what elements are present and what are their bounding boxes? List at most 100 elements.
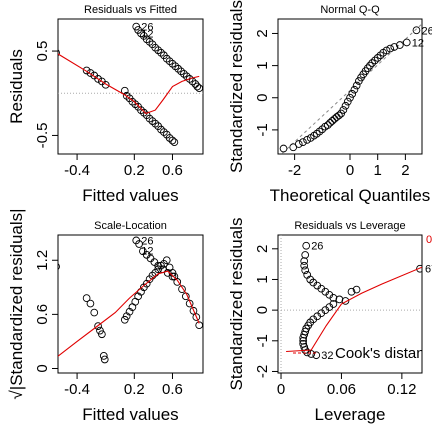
x-tick-label: -0.4	[64, 381, 90, 398]
data-point	[171, 62, 180, 71]
data-point	[162, 54, 171, 63]
data-point	[82, 294, 91, 302]
y-axis-label: √|Standardized residuals|	[7, 208, 26, 399]
point-label: 26	[311, 241, 323, 253]
data-point	[195, 321, 203, 330]
data-point	[120, 86, 129, 95]
data-point	[86, 299, 95, 308]
point-label: 12	[141, 245, 153, 257]
data-point	[137, 29, 145, 38]
data-point	[326, 118, 334, 127]
point-label: 67	[425, 264, 432, 276]
data-point	[148, 117, 157, 125]
data-point	[122, 91, 131, 100]
x-tick-label: 0.2	[124, 381, 145, 398]
x-tick-label: 0.12	[387, 381, 416, 398]
panel-title: Normal Q-Q	[320, 4, 380, 16]
x-tick-label: 0.6	[162, 381, 183, 398]
data-point	[318, 125, 327, 134]
data-point	[299, 138, 307, 146]
data-point	[386, 44, 395, 53]
data-point	[154, 46, 163, 55]
data-point	[371, 56, 379, 65]
data-point	[195, 84, 203, 93]
data-point	[307, 350, 316, 358]
data-point	[58, 263, 60, 270]
y-tick-label: 1	[254, 275, 271, 283]
data-point	[120, 315, 129, 324]
x-tick-label: 2	[401, 162, 409, 179]
data-point	[174, 64, 183, 73]
data-point	[300, 257, 309, 265]
x-tick-label: 0.6	[162, 162, 183, 179]
data-point	[162, 256, 171, 265]
data-point	[329, 294, 338, 302]
data-point	[335, 295, 344, 304]
data-point	[177, 67, 185, 76]
data-point	[131, 100, 140, 109]
point-label: 12	[141, 28, 153, 40]
point-label: 12	[412, 37, 424, 49]
data-point	[191, 80, 200, 88]
data-point	[368, 59, 377, 67]
x-tick-label: 1	[374, 162, 382, 179]
data-point	[363, 64, 372, 73]
data-point	[82, 66, 91, 75]
data-point	[86, 69, 95, 77]
data-point	[402, 38, 411, 47]
data-point	[341, 101, 350, 110]
data-point	[279, 144, 288, 153]
y-tick-label: 0.5	[34, 41, 51, 62]
smoother-line	[58, 53, 200, 115]
data-point	[390, 43, 399, 51]
data-point	[395, 41, 404, 49]
x-tick-label: 0	[277, 381, 285, 398]
x-tick-label: 0.06	[327, 381, 356, 398]
data-point	[99, 352, 108, 360]
data-point	[163, 269, 172, 277]
y-axis-label: Standardized residuals	[227, 218, 246, 391]
data-point	[350, 85, 359, 94]
data-point	[96, 326, 104, 335]
data-point	[168, 136, 177, 145]
data-point	[135, 240, 143, 248]
y-tick-label: 1.2	[34, 250, 51, 271]
data-point	[98, 330, 106, 339]
data-point	[301, 266, 310, 275]
data-point	[352, 285, 361, 294]
data-point	[165, 134, 174, 142]
y-tick-label: -1	[254, 334, 271, 347]
data-point	[173, 278, 182, 286]
data-point	[157, 125, 165, 134]
data-point	[189, 306, 198, 315]
data-point	[128, 97, 137, 106]
data-point	[339, 106, 348, 114]
data-point	[347, 287, 356, 296]
x-axis-label: Theoretical Quantiles	[270, 186, 431, 205]
data-point	[168, 272, 177, 281]
data-point	[154, 261, 163, 270]
data-point	[299, 333, 308, 342]
plot-frame	[57, 234, 204, 374]
data-point	[346, 93, 354, 102]
data-point	[160, 128, 168, 136]
x-axis-label: Fitted values	[82, 186, 178, 205]
y-tick-label: -0.5	[34, 123, 51, 149]
y-tick-label: 2	[254, 245, 271, 253]
y-tick-label: 0	[254, 94, 271, 102]
x-axis-label: Fitted values	[82, 405, 178, 424]
data-point	[301, 251, 310, 259]
plot-frame	[277, 234, 423, 374]
x-tick-label: 0.2	[124, 162, 145, 179]
data-point	[151, 119, 160, 128]
y-tick-label: 0	[34, 364, 51, 372]
x-axis-label: Leverage	[315, 405, 386, 424]
data-point	[315, 127, 324, 136]
data-point	[366, 61, 374, 70]
x-tick-label: 0	[346, 162, 354, 179]
data-point	[412, 26, 421, 35]
y-tick-label: -2	[254, 365, 271, 378]
